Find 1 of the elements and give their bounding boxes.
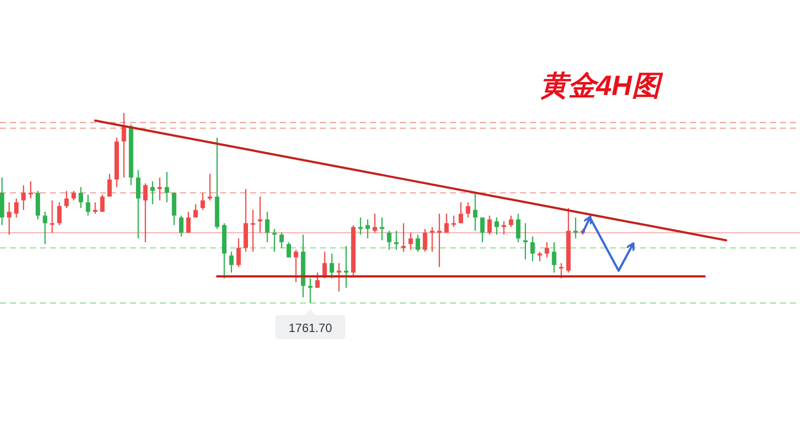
annotation: 1761.70: [275, 309, 346, 339]
